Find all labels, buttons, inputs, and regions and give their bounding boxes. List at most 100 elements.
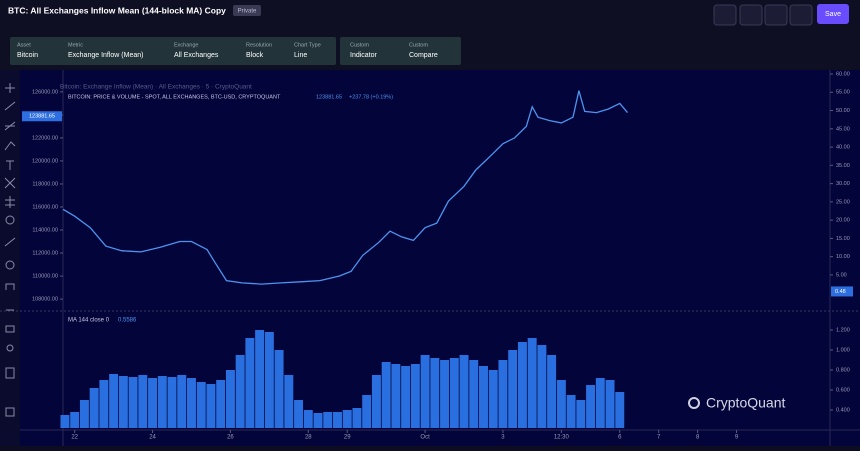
y-tick-label: 112000.00 [32,250,58,256]
ma-bar [469,360,479,428]
indicator-name: MA 144 close 0 [68,318,110,324]
ma-bar [109,374,119,428]
ma-bar [595,378,605,428]
ma-bar [333,412,342,428]
ma-bar [371,375,381,428]
x-tick-label: 29 [344,435,351,441]
ma-bar [148,378,158,428]
y2-tick-label: 50.00 [836,108,850,114]
drawing-toolbar [0,70,20,446]
legend-change: +237.78 (+0.19%) [349,94,393,100]
ma-bar [274,350,284,428]
save-label[interactable]: Save [825,11,841,18]
y2-tick-label: 15.00 [836,236,850,242]
price-tag [22,111,62,122]
icon-button[interactable] [789,4,813,26]
x-tick-label: 26 [227,435,234,441]
x-tick-label: 28 [305,435,312,441]
ma-tick-label: 0.600 [836,387,850,393]
field-label: Custom [350,42,369,48]
y2-tick-label: 25.00 [836,199,850,205]
icon-button[interactable] [764,4,788,26]
value-tag-label: 0.48 [835,289,846,295]
icon-button[interactable] [739,4,763,26]
ma-bar [440,360,450,428]
ma-bar [605,380,615,428]
ma-bar [157,376,167,428]
y2-tick-label: 45.00 [836,126,850,132]
indicator-value: 0.5586 [118,318,137,324]
x-tick-label: 22 [71,435,78,441]
ma-tick-label: 0.400 [836,407,850,413]
ma-bar [401,366,411,428]
ma-bar [342,410,352,428]
field-value[interactable]: Line [294,52,307,59]
y2-tick-label: 5.00 [836,272,847,278]
ma-tick-label: 1.200 [836,327,850,333]
ma-bar [498,360,508,428]
ma-bar [362,395,372,428]
field-label: Resolution [246,42,272,48]
price-line [62,90,628,285]
ma-bar [586,385,596,428]
field-value[interactable]: All Exchanges [174,52,219,59]
ma-tick-label: 1.000 [836,347,850,353]
ma-bar [264,332,274,428]
y-tick-label: 114000.00 [32,227,58,233]
field-value[interactable]: Block [246,52,264,59]
field-label: Exchange [174,42,198,48]
value-tag [831,286,853,297]
field-label: Custom [409,42,428,48]
ma-bar [99,380,109,428]
ma-bar [576,400,586,428]
toolbar-group [340,37,461,65]
toolbar: Asset Bitcoin Metric Exchange Inflow (Mean)… [17,42,438,58]
x-tick-label: 12:30 [554,435,570,441]
ma-bar [187,378,196,428]
ma-bar [420,355,430,428]
field-label: Metric [68,42,83,48]
x-tick-label: 6 [618,435,622,441]
plot: 108000.00 110000.00 112000.00 114000.00 1160… [20,70,860,446]
ma-bar [391,364,401,428]
ma-bar [488,370,498,428]
ma-bar [410,364,420,428]
legend-price: 123881.65 [316,94,342,100]
x-tick-label: 3 [501,435,505,441]
ma-bar [167,377,177,428]
x-tick-label: 9 [735,435,739,441]
ma-bar [138,375,148,428]
field-value[interactable]: Compare [409,52,438,59]
ma-bar [323,412,333,428]
ma-bar [449,358,459,428]
ma-bar [225,370,235,428]
ma-bar [294,400,304,428]
ma-bar [547,355,557,428]
field-value[interactable]: Exchange Inflow (Mean) [68,52,143,59]
y-tick-label: 126000.00 [32,89,58,95]
ma-bar [527,338,537,428]
ma-bar [479,366,488,428]
ma-bar [128,377,138,428]
toolbar-group [10,37,336,65]
ma-bar [313,413,323,428]
ma-bar [60,415,70,428]
ma-bar [517,342,527,428]
y2-tick-label: 35.00 [836,163,850,169]
ma-bar [89,388,99,428]
ma-bar [79,400,89,428]
y-tick-label: 110000.00 [32,273,58,279]
y-tick-label: 118000.00 [32,181,58,187]
page-title: BTC: All Exchanges Inflow Mean (144-bloc… [8,5,226,15]
price-tag-label: 123881.65 [29,114,55,120]
ma-bar [284,375,294,428]
ma-bar [508,350,518,428]
icon-button[interactable] [713,4,737,26]
save-button[interactable] [817,4,849,24]
field-value[interactable]: Bitcoin [17,52,38,59]
y-tick-label: 108000.00 [32,297,58,303]
ma-bar [70,412,80,428]
field-value[interactable]: Indicator [350,52,378,59]
